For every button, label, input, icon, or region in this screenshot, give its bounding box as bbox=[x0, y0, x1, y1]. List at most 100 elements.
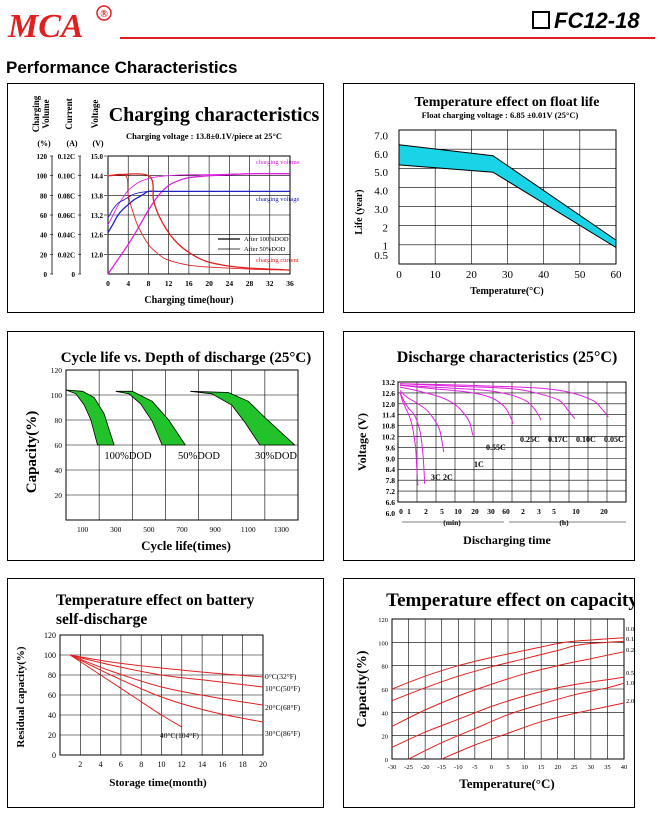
series-label: charging voltage bbox=[256, 196, 299, 203]
y-tick-label: 3.0 bbox=[374, 204, 388, 216]
x-tick-label-h: 5 bbox=[552, 507, 556, 516]
discharge-curve-2C bbox=[399, 391, 426, 484]
curve-label: 0.17C bbox=[548, 435, 568, 444]
y-tick-label: 60 bbox=[55, 441, 63, 450]
discharge-characteristics-chart: Discharge characteristics (25°C)3C 2C1C0.… bbox=[355, 349, 627, 547]
capacity-line bbox=[391, 640, 625, 702]
axis-title: Volume bbox=[41, 99, 51, 128]
self-discharge-line bbox=[69, 654, 264, 723]
y-axis-title: Voltage (V) bbox=[355, 413, 369, 471]
series-label: 0°C(32°F) bbox=[265, 672, 297, 681]
brand-logo-text: MCA bbox=[7, 8, 84, 44]
y-tick-label: 0.5 bbox=[374, 250, 388, 262]
y-tick-label: 0.04C bbox=[58, 232, 75, 240]
x-tick-label-min: 60 bbox=[502, 507, 510, 516]
y-tick-label: 0 bbox=[52, 751, 56, 760]
y-tick-label: 0.12C bbox=[58, 153, 75, 161]
section-title: Performance Characteristics bbox=[6, 58, 238, 77]
curve-label: 0.25C bbox=[520, 435, 540, 444]
y-tick-label: 80 bbox=[48, 671, 56, 680]
plot-frame bbox=[59, 634, 264, 756]
registered-mark: ® bbox=[100, 9, 108, 20]
y-tick-label: 7.0 bbox=[374, 131, 388, 143]
y-tick-label: 80 bbox=[382, 664, 389, 671]
curve-label: 0.55C bbox=[486, 443, 506, 452]
series-label: 0.20CA bbox=[626, 647, 634, 654]
x-tick-label: 30 bbox=[588, 764, 595, 771]
x-tick-label: -5 bbox=[472, 764, 477, 771]
x-tick-label-min: 1 bbox=[407, 507, 411, 516]
y-tick-label: 40 bbox=[382, 710, 389, 717]
curve-label: 0.05C bbox=[604, 435, 624, 444]
temperature-capacity-chart: Temperature effect on capacity 0.05CA 0.10… bbox=[355, 590, 647, 791]
x-tick-label: 20 bbox=[259, 760, 267, 769]
y-tick-label: 120 bbox=[44, 631, 56, 640]
x-axis-title: Charging time(hour) bbox=[144, 295, 233, 306]
x-tick-label: 24 bbox=[226, 279, 234, 288]
x-tick-label: 16 bbox=[185, 279, 193, 288]
x-tick-label: 30 bbox=[502, 269, 514, 281]
series-line-charging-voltage bbox=[107, 190, 290, 219]
cycle-life-chart: Cycle life vs. Depth of discharge (25°C)… bbox=[24, 350, 312, 553]
discharge-curve-0.25C bbox=[399, 384, 514, 424]
charging-characteristics-chart: Charging characteristics Charging voltage… bbox=[31, 95, 319, 306]
x-tick-label: 8 bbox=[139, 760, 143, 769]
panel-self-discharge: Temperature effect on battery self-discha… bbox=[7, 578, 324, 808]
y-tick-label: 12.6 bbox=[91, 232, 104, 240]
y-tick-label: 0 bbox=[44, 271, 48, 279]
x-tick-label: 12 bbox=[178, 760, 186, 769]
y-tick-label: 6.6 bbox=[386, 498, 396, 507]
y-tick-label: 12.0 bbox=[382, 400, 395, 409]
x-tick-label: 14 bbox=[198, 760, 206, 769]
cycle-life-band-2 bbox=[115, 390, 187, 446]
x-tick-label: 60 bbox=[611, 269, 623, 281]
x-tick-label: 15 bbox=[538, 764, 545, 771]
capacity-line bbox=[391, 651, 625, 727]
axis-unit: (%) bbox=[37, 139, 51, 148]
x-tick-label: 28 bbox=[246, 279, 254, 288]
panel-temperature-capacity: Temperature effect on capacity 0.05CA 0.10… bbox=[343, 578, 647, 808]
capacity-line bbox=[408, 682, 625, 760]
series-label: 10°C(50°F) bbox=[265, 684, 301, 693]
cycle-life-band-3 bbox=[190, 390, 296, 446]
chart-title: Cycle life vs. Depth of discharge (25°C) bbox=[61, 350, 312, 366]
x-tick-label: 36 bbox=[286, 279, 294, 288]
y-tick-label: 40 bbox=[48, 711, 56, 720]
x-tick-label: -30 bbox=[388, 764, 397, 771]
x-tick-label-min: 0 bbox=[399, 507, 403, 516]
capacity-line bbox=[391, 637, 625, 690]
self-discharge-line bbox=[70, 654, 264, 678]
y-tick-label: 10.2 bbox=[382, 433, 395, 442]
y-tick-label: 5.0 bbox=[374, 167, 388, 179]
chart-subtitle: Charging voltage : 13.8±0.1V/piece at 25… bbox=[126, 131, 282, 141]
chart-title-line-2: self-discharge bbox=[56, 611, 147, 628]
y-tick-label: 80 bbox=[55, 416, 63, 425]
y-tick-label: 9.6 bbox=[386, 443, 396, 452]
y-tick-label: 6.0 bbox=[374, 149, 388, 161]
series-line-charging-volume bbox=[107, 173, 291, 226]
y-tick-label: 7.2 bbox=[386, 487, 396, 496]
y-tick-label: 12.0 bbox=[91, 251, 104, 259]
discharge-curve-1C bbox=[399, 389, 445, 453]
x-tick-label-min: 10 bbox=[454, 507, 462, 516]
axis-title: Current bbox=[64, 98, 74, 129]
series-label: 40°C(104°F) bbox=[160, 731, 199, 740]
y-tick-label: 10.8 bbox=[382, 422, 395, 431]
self-discharge-chart: Temperature effect on battery self-discha… bbox=[15, 592, 301, 789]
x-tick-label: 500 bbox=[143, 525, 155, 534]
discharge-curve-3C bbox=[399, 391, 419, 486]
chart-title: Temperature effect on float life bbox=[414, 95, 599, 110]
y-tick-label: 11.4 bbox=[382, 411, 395, 420]
y-tick-label: 0.06C bbox=[58, 212, 75, 220]
x-tick-label: 20 bbox=[554, 764, 561, 771]
series-label: 1.00CA bbox=[626, 680, 634, 687]
y-tick-label: 120 bbox=[51, 366, 63, 375]
y-tick-label: 20 bbox=[382, 734, 389, 741]
series-label: 20°C(68°F) bbox=[265, 703, 301, 712]
curve-label: 0.10C bbox=[576, 435, 596, 444]
x-axis-title: Discharging time bbox=[463, 533, 551, 547]
axis-unit: (A) bbox=[66, 139, 77, 148]
discharge-curve-0.10C bbox=[399, 383, 576, 420]
series-label: 0.10CA bbox=[626, 636, 634, 643]
